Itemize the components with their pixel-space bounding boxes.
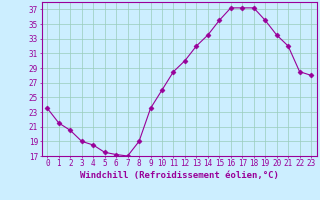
X-axis label: Windchill (Refroidissement éolien,°C): Windchill (Refroidissement éolien,°C) xyxy=(80,171,279,180)
